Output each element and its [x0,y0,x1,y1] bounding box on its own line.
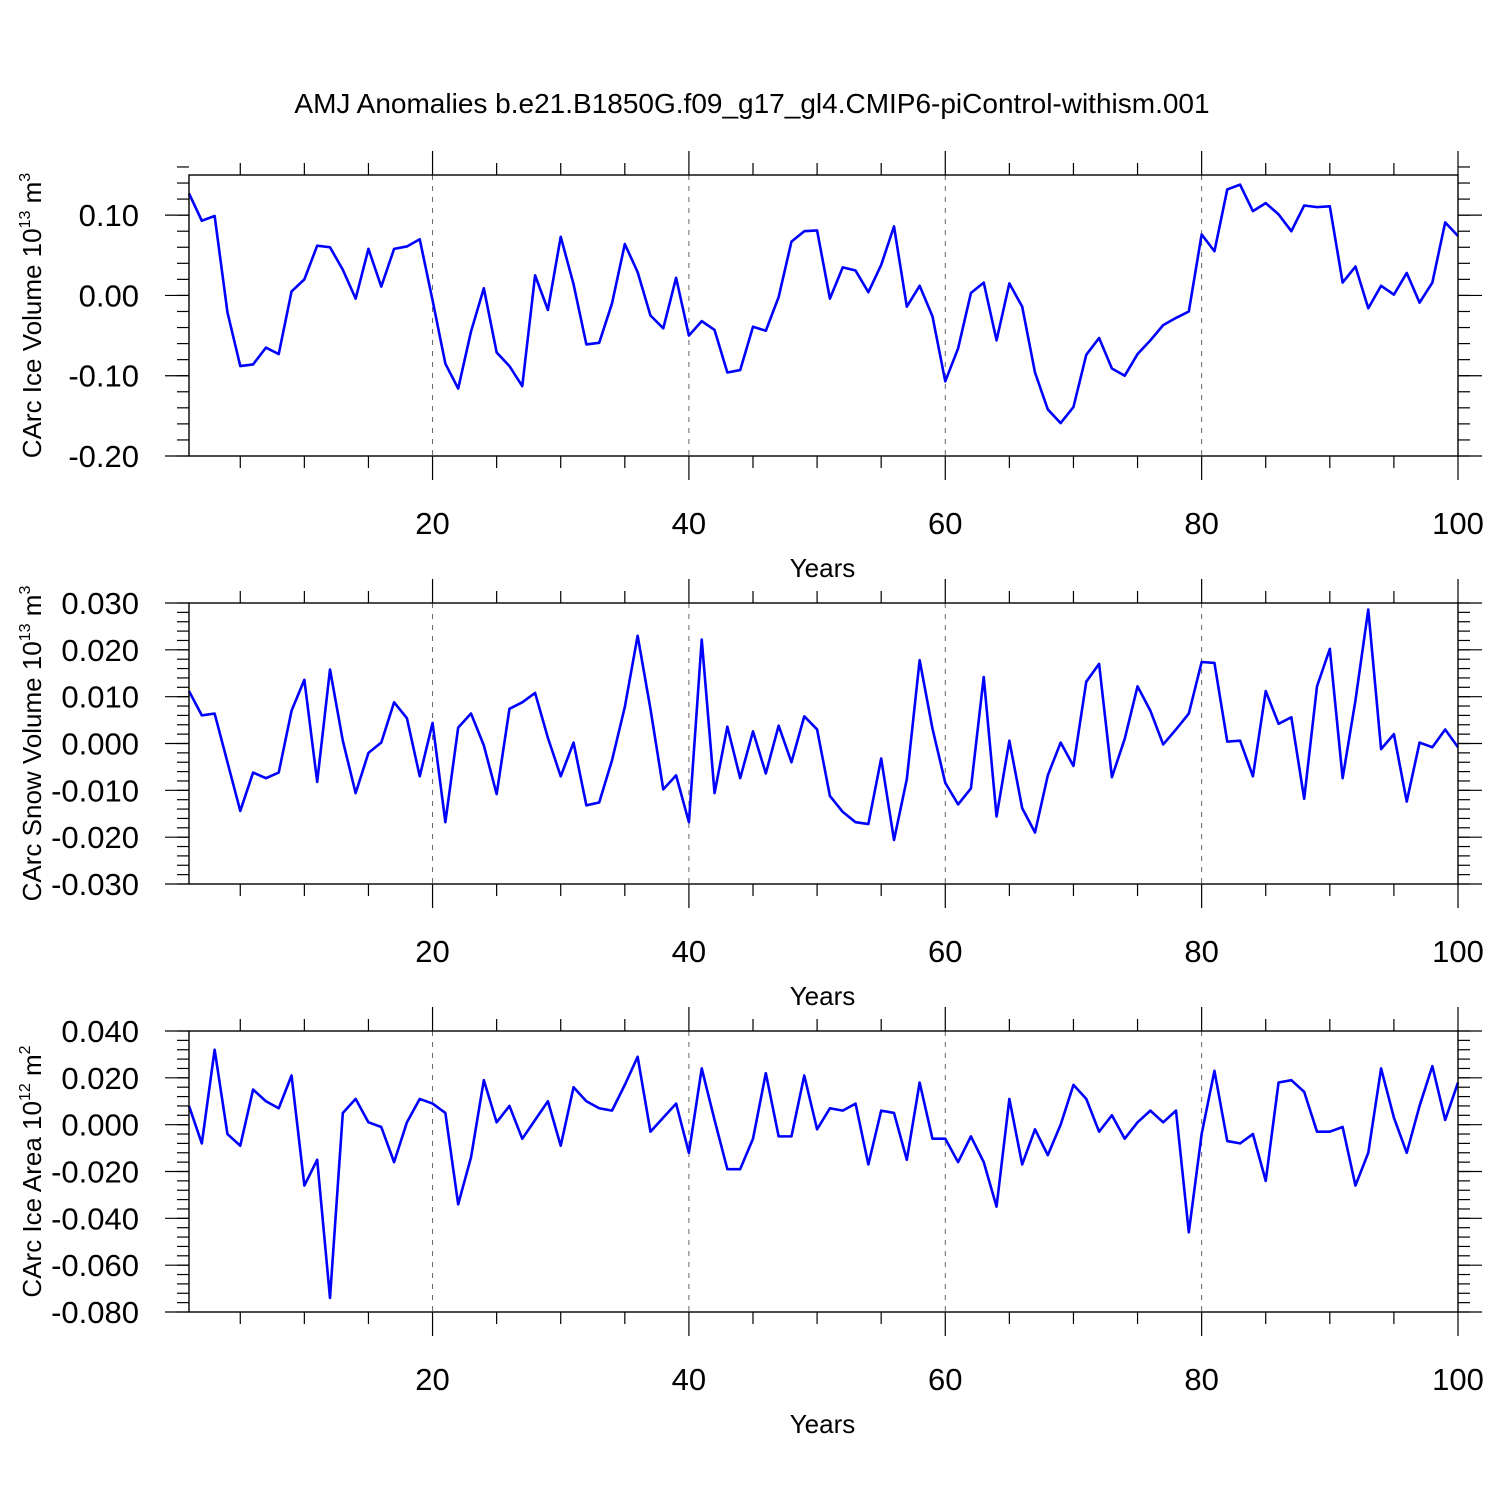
y-axis-label-superscript: 12 [17,1083,34,1101]
y-axis-label-superscript: 3 [17,586,34,595]
plot-frame [188,602,1459,885]
y-axis-label: CArc Snow Volume 1013 m3 [17,586,47,902]
y-axis-label-text: CArc Snow Volume 10 [17,641,47,901]
x-tick-label: 20 [415,1362,449,1397]
y-tick-label: 0.000 [61,727,139,762]
y-axis-label-text: m [17,1054,47,1083]
y-tick-label: -0.030 [51,867,139,902]
series-line [187,183,1459,425]
y-axis-label-text: CArc Ice Area 10 [17,1101,47,1298]
x-tick-label: 20 [415,506,449,541]
y-axis-label-superscript: 3 [17,173,34,182]
y-tick-label: -0.040 [51,1201,139,1236]
series-line [187,608,1460,842]
y-tick-label: -0.020 [51,1155,139,1190]
y-tick-label: -0.020 [51,820,139,855]
plot-frame [188,1030,1459,1313]
y-axis-label: CArc Ice Volume 1013 m3 [17,173,47,458]
y-tick-label: -0.060 [51,1248,139,1283]
y-tick-label: 0.000 [61,1108,139,1143]
y-axis-label-text: m [17,182,47,211]
x-tick-label: 100 [1432,934,1484,969]
x-axis-label: Years [790,553,856,583]
chart-title: AMJ Anomalies b.e21.B1850G.f09_g17_gl4.C… [294,88,1209,119]
x-tick-label: 60 [928,1362,962,1397]
y-tick-label: 0.010 [61,680,139,715]
y-axis-label-superscript: 13 [17,623,34,641]
y-axis-label-superscript: 2 [17,1045,34,1054]
y-axis-label: CArc Ice Area 1012 m2 [17,1045,47,1297]
x-tick-label: 60 [928,934,962,969]
y-tick-label: -0.080 [51,1295,139,1330]
y-axis-label-text: CArc Ice Volume 10 [17,228,47,458]
x-tick-label: 80 [1184,934,1218,969]
x-tick-label: 80 [1184,1362,1218,1397]
y-tick-label: 0.040 [61,1014,139,1049]
plot-frame [188,174,1459,457]
y-tick-label: 0.030 [61,586,139,621]
chart-panel-1: -0.20 -0.10 0.00 0.10 20 40 60 80 100 Years CArc I… [17,151,1484,583]
chart-panel-2: -0.030 -0.020 -0.010 0.000 0.010 0.020 0.030 20… [17,579,1484,1011]
y-tick-label: -0.20 [68,439,139,474]
y-tick-label: 0.10 [79,198,139,233]
x-tick-label: 20 [415,934,449,969]
x-tick-label: 80 [1184,506,1218,541]
chart-panel-3: -0.080 -0.060 -0.040 -0.020 0.000 0.020 0.040 2… [17,1007,1484,1439]
x-axis-label: Years [790,1409,856,1439]
y-tick-label: -0.010 [51,773,139,808]
x-tick-label: 40 [672,1362,706,1397]
y-tick-label: 0.020 [61,1061,139,1096]
series-line [187,1048,1460,1300]
x-tick-label: 40 [672,934,706,969]
x-tick-label: 100 [1432,1362,1484,1397]
x-tick-label: 60 [928,506,962,541]
x-tick-label: 100 [1432,506,1484,541]
y-tick-label: -0.10 [68,359,139,394]
y-axis-label-superscript: 13 [17,211,34,229]
y-axis-label-text: m [17,595,47,624]
x-axis-label: Years [790,981,856,1011]
y-tick-label: 0.020 [61,633,139,668]
x-tick-label: 40 [672,506,706,541]
y-tick-label: 0.00 [79,278,139,313]
